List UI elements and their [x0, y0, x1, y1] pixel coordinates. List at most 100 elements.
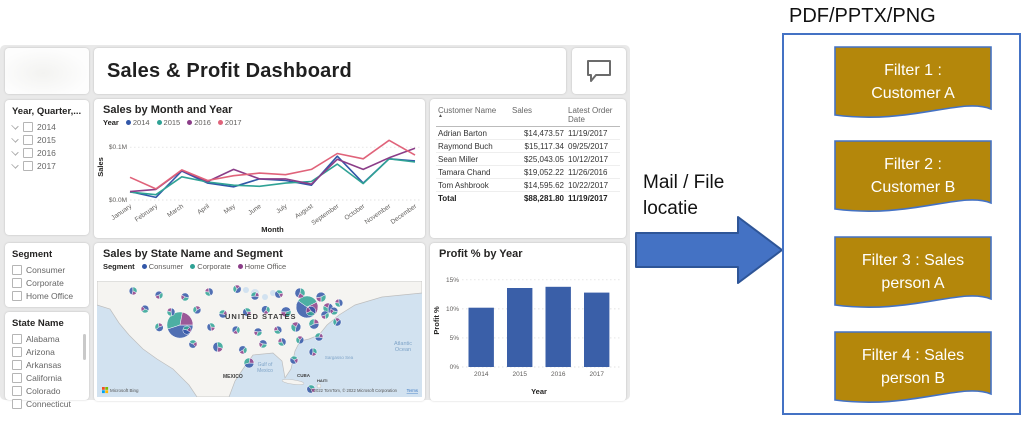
svg-text:Year: Year	[531, 387, 547, 396]
svg-text:January: January	[110, 202, 134, 221]
dashboard-title-card: Sales & Profit Dashboard	[94, 48, 566, 94]
col-latest-order-date[interactable]: Latest Order Date	[566, 105, 620, 127]
table-row[interactable]: Raymond Buch $15,117.34 09/25/2017	[436, 139, 620, 153]
checkbox-arkansas[interactable]	[12, 359, 22, 370]
chevron-down-icon[interactable]	[11, 147, 19, 156]
filter-1-shape: Filter 1 : Customer A	[834, 46, 992, 119]
table-header-row: Customer Name ▲ Sales Latest Order Date	[436, 105, 620, 127]
svg-text:May: May	[223, 202, 238, 215]
map-title: Sales by State Name and Segment	[103, 248, 283, 260]
checkbox-colorado[interactable]	[12, 385, 22, 396]
checkbox-alabama[interactable]	[12, 333, 22, 344]
svg-text:Ocean: Ocean	[395, 347, 411, 353]
year-option-2014[interactable]: 2014	[11, 120, 82, 133]
filter-2-line2: Customer B	[871, 179, 955, 196]
segment-option-home-office[interactable]: Home Office	[12, 289, 82, 302]
legend-item-2014[interactable]: 2014	[125, 118, 150, 127]
state-option-california[interactable]: California	[12, 371, 82, 384]
profit-by-year-chart-card: Profit % by Year 0% 5% 10% 15% 2014 2015 2016 2…	[430, 243, 626, 401]
legend-dot	[141, 264, 147, 269]
us-sales-map[interactable]: UNITED STATES MEXICO CUBA HAITI Gulf of …	[97, 281, 422, 397]
map-land	[97, 281, 422, 397]
comment-icon	[587, 60, 611, 82]
svg-text:2016: 2016	[551, 371, 566, 378]
svg-text:June: June	[247, 203, 263, 217]
customer-table: Customer Name ▲ Sales Latest Order Date A…	[436, 105, 620, 204]
chevron-down-icon[interactable]	[11, 121, 19, 130]
state-slicer: State Name Alabama Arizona Arkansas Cali…	[5, 312, 89, 409]
chart-title: Sales by Month and Year	[103, 104, 233, 116]
sales-by-month-line-chart[interactable]: $0.0M $0.1M January February March April May Ju…	[94, 127, 425, 234]
filter-1-line1: Filter 1 :	[884, 62, 942, 79]
state-option-arizona[interactable]: Arizona	[12, 345, 82, 358]
state-option-colorado[interactable]: Colorado	[12, 384, 82, 397]
checkbox-home-office[interactable]	[12, 290, 22, 301]
legend-dot	[190, 264, 196, 269]
col-sales[interactable]: Sales	[510, 105, 566, 127]
map-label-cuba: CUBA	[297, 373, 311, 378]
map-terms-link[interactable]: Terms	[407, 388, 418, 393]
sort-asc-icon: ▲	[438, 113, 443, 119]
checkbox-2015[interactable]	[23, 134, 33, 145]
col-customer-name[interactable]: Customer Name ▲	[436, 105, 510, 127]
map-cuba-island	[281, 379, 305, 385]
segment-option-consumer[interactable]: Consumer	[12, 263, 82, 276]
profit-by-year-bar-chart[interactable]: 0% 5% 10% 15% 2014 2015 2016 2017 Year Profit %	[430, 264, 626, 397]
year-option-2016[interactable]: 2016	[11, 146, 82, 159]
legend-item-2015[interactable]: 2015	[156, 118, 180, 127]
table-row[interactable]: Tamara Chand $19,052.22 11/26/2016	[436, 165, 620, 179]
line-chart-legend: Year 2014 2015 2016 2017	[94, 116, 425, 127]
map-pie-bubbles[interactable]	[128, 284, 344, 394]
svg-text:Month: Month	[261, 225, 284, 234]
map-label-atlantic: Atlantic	[394, 341, 412, 347]
checkbox-arizona[interactable]	[12, 346, 22, 357]
checkbox-consumer[interactable]	[12, 264, 22, 275]
state-option-arkansas[interactable]: Arkansas	[12, 358, 82, 371]
segment-slicer: Segment Consumer Corporate Home Office	[5, 243, 89, 307]
legend-item-2016[interactable]: 2016	[187, 118, 211, 127]
filter-3-line1: Filter 3 : Sales	[862, 252, 964, 269]
checkbox-2016[interactable]	[23, 147, 33, 158]
checkbox-connecticut[interactable]	[12, 398, 22, 409]
filter-2-line1: Filter 2 :	[884, 156, 942, 173]
bing-logo: Microsoft Bing	[102, 387, 139, 394]
filter-3-line2: person A	[881, 275, 944, 292]
segment-option-corporate[interactable]: Corporate	[12, 276, 82, 289]
segment-label: Consumer	[26, 264, 66, 275]
sales-map-card: Sales by State Name and Segment Segment …	[94, 243, 425, 401]
svg-text:Microsoft Bing: Microsoft Bing	[110, 388, 139, 393]
legend-item-2017[interactable]: 2017	[217, 118, 242, 127]
year-label: 2017	[37, 160, 56, 171]
legend-title: Segment	[103, 262, 135, 271]
legend-item-consumer[interactable]: Consumer	[141, 262, 183, 271]
state-label: Colorado	[26, 385, 61, 396]
chevron-down-icon[interactable]	[11, 160, 19, 169]
svg-text:February: February	[134, 202, 160, 223]
map-label-mexico: MEXICO	[223, 374, 243, 380]
checkbox-corporate[interactable]	[12, 277, 22, 288]
svg-text:2015: 2015	[513, 371, 528, 378]
legend-dot	[187, 120, 193, 125]
svg-text:$0.1M: $0.1M	[109, 144, 127, 151]
state-list-scrollbar[interactable]	[83, 334, 86, 360]
state-option-alabama[interactable]: Alabama	[12, 332, 82, 345]
checkbox-california[interactable]	[12, 372, 22, 383]
table-row[interactable]: Adrian Barton $14,473.57 11/19/2017	[436, 126, 620, 140]
svg-text:Mexico: Mexico	[257, 368, 273, 374]
checkbox-2017[interactable]	[23, 160, 33, 171]
table-row[interactable]: Sean Miller $25,043.05 10/12/2017	[436, 152, 620, 166]
page-title: Sales & Profit Dashboard	[107, 59, 352, 82]
state-label: Arkansas	[26, 359, 62, 370]
comment-button[interactable]	[572, 48, 626, 94]
table-row[interactable]: Tom Ashbrook $14,595.62 10/22/2017	[436, 178, 620, 192]
state-option-connecticut[interactable]: Connecticut	[12, 397, 82, 410]
legend-item-corporate[interactable]: Corporate	[190, 262, 231, 271]
flow-label: Mail / File locatie	[643, 172, 725, 219]
legend-item-home-office[interactable]: Home Office	[237, 262, 286, 271]
checkbox-2014[interactable]	[23, 121, 33, 132]
year-option-2017[interactable]: 2017	[11, 159, 82, 172]
powerbi-dashboard: Sales & Profit Dashboard Year, Quarter,.…	[0, 45, 630, 409]
year-option-2015[interactable]: 2015	[11, 133, 82, 146]
year-slicer: Year, Quarter,... 2014 2015 2016 2017	[5, 100, 89, 235]
chevron-down-icon[interactable]	[11, 134, 19, 143]
